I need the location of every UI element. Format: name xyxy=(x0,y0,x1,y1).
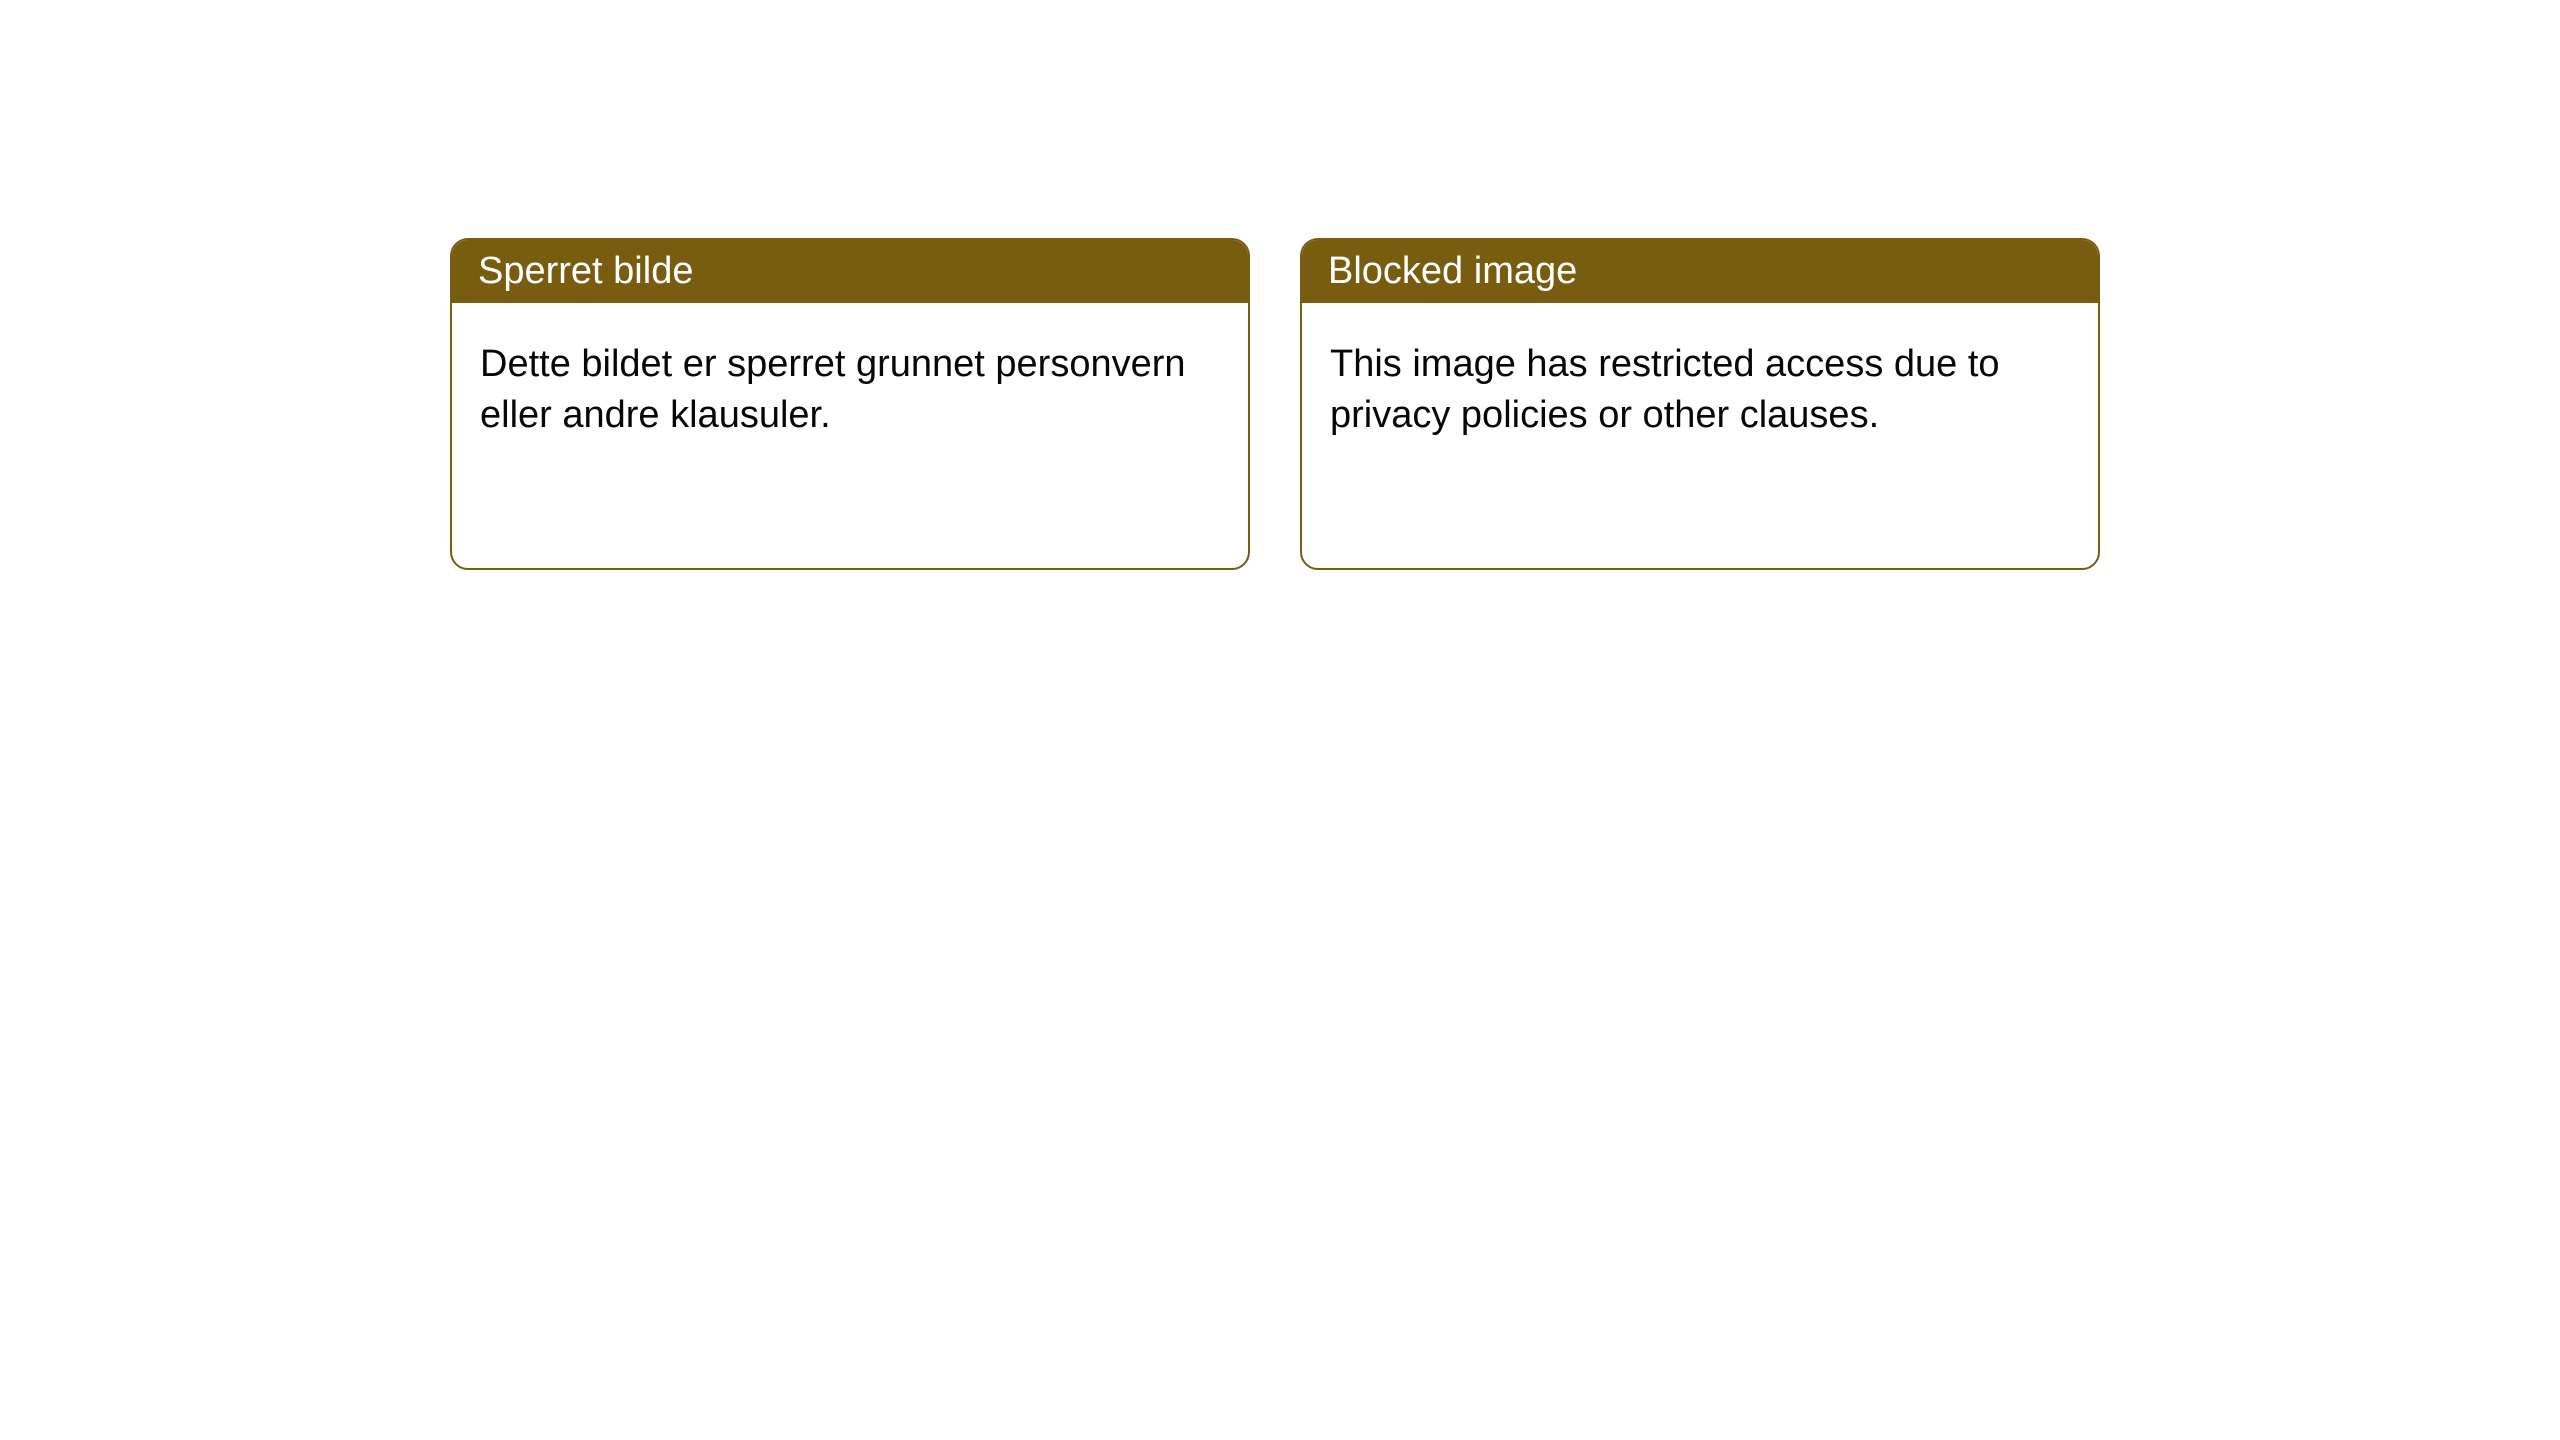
notice-card-english: Blocked image This image has restricted … xyxy=(1300,238,2100,570)
notice-header: Blocked image xyxy=(1302,240,2098,303)
notice-header: Sperret bilde xyxy=(452,240,1248,303)
notice-body: This image has restricted access due to … xyxy=(1302,303,2098,478)
notice-body: Dette bildet er sperret grunnet personve… xyxy=(452,303,1248,478)
notice-container: Sperret bilde Dette bildet er sperret gr… xyxy=(0,0,2560,570)
notice-card-norwegian: Sperret bilde Dette bildet er sperret gr… xyxy=(450,238,1250,570)
